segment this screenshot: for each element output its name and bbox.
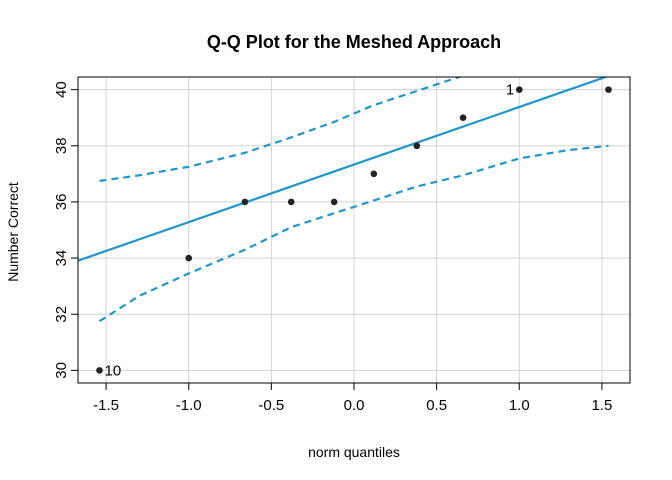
- y-tick-label: 36: [53, 194, 70, 211]
- y-tick-label: 30: [53, 362, 70, 379]
- data-points: [96, 86, 612, 374]
- confidence-band: [98, 77, 609, 323]
- reference-line: [78, 77, 609, 262]
- x-tick-label: 1.5: [591, 397, 612, 414]
- x-tick-label: 1.0: [509, 397, 530, 414]
- y-tick-label: 38: [53, 137, 70, 154]
- y-axis: 30 32 34 36 38 40: [53, 81, 78, 379]
- x-tick-label: -1.5: [93, 397, 119, 414]
- y-tick-label: 40: [53, 81, 70, 98]
- reference-line-layer: [78, 77, 609, 262]
- point-labels: 1 10: [104, 82, 514, 380]
- upper-confidence-band: [99, 77, 463, 182]
- x-tick-label: -0.5: [258, 397, 284, 414]
- x-tick-label: 0.5: [426, 397, 447, 414]
- y-axis-label: Number Correct: [5, 182, 21, 282]
- data-point: [185, 254, 193, 262]
- data-point: [241, 198, 249, 206]
- point-label: 10: [104, 362, 121, 379]
- lower-confidence-band: [98, 144, 609, 323]
- data-point: [605, 86, 612, 93]
- data-point: [370, 170, 378, 178]
- data-point: [287, 198, 295, 206]
- data-point: [515, 86, 523, 93]
- data-point: [459, 114, 467, 122]
- data-point: [330, 198, 338, 206]
- x-axis-label: norm quantiles: [308, 444, 400, 460]
- data-point: [96, 367, 103, 374]
- x-axis: -1.5 -1.0 -0.5 0.0 0.5 1.0 1.5: [93, 383, 612, 414]
- grid: [78, 77, 630, 383]
- data-point: [413, 142, 421, 150]
- y-tick-label: 34: [53, 250, 70, 267]
- x-tick-label: 0.0: [344, 397, 365, 414]
- x-tick-label: -1.0: [176, 397, 202, 414]
- y-tick-label: 32: [53, 306, 70, 323]
- chart-title: Q-Q Plot for the Meshed Approach: [207, 32, 501, 52]
- point-label: 1: [506, 82, 514, 99]
